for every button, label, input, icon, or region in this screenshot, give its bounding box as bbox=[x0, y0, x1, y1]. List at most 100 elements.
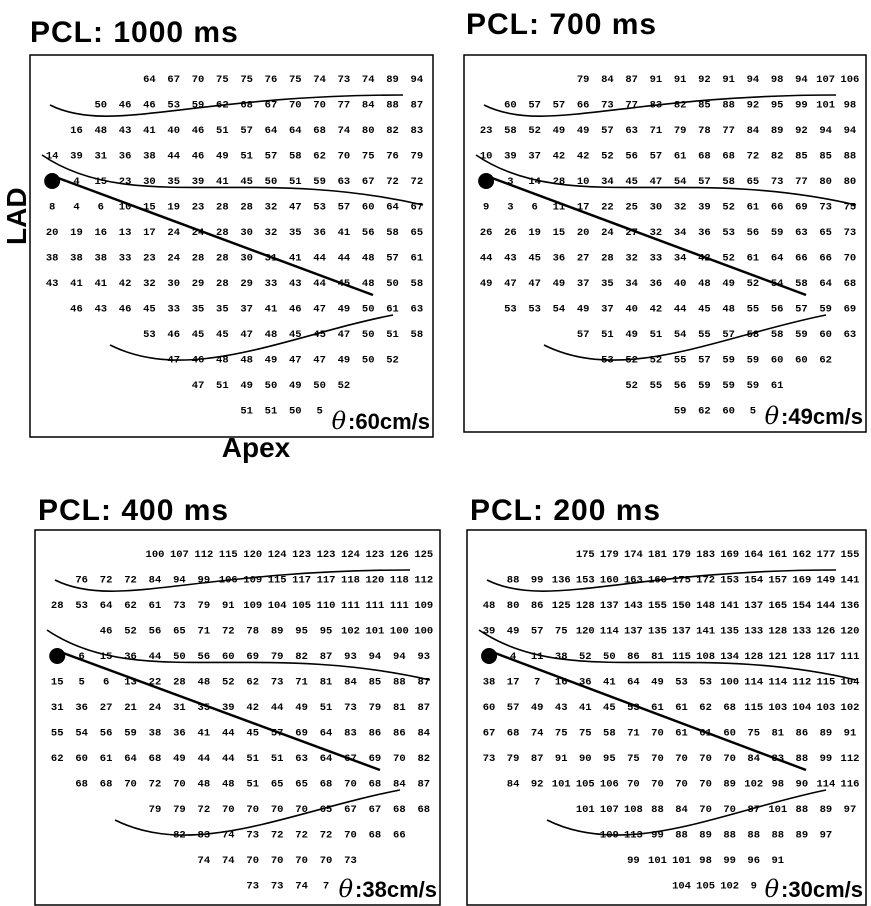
activation-time: 48 bbox=[362, 278, 375, 290]
activation-time: 49 bbox=[577, 125, 590, 137]
activation-time: 69 bbox=[295, 727, 308, 739]
activation-time: 105 bbox=[576, 778, 595, 790]
activation-time: 70 bbox=[192, 74, 205, 86]
activation-time: 83 bbox=[650, 99, 663, 111]
activation-time: 62 bbox=[699, 702, 712, 714]
activation-time: 104 bbox=[672, 880, 691, 892]
isochrone bbox=[41, 154, 424, 206]
activation-time: 64 bbox=[265, 125, 278, 137]
activation-time: 92 bbox=[531, 778, 544, 790]
activation-time: 46 bbox=[192, 150, 205, 162]
activation-time: 70 bbox=[246, 804, 259, 816]
activation-time: 51 bbox=[386, 329, 399, 341]
panel-title: PCL: 700 ms bbox=[466, 8, 657, 41]
activation-time: 123 bbox=[365, 549, 384, 561]
activation-time: 52 bbox=[338, 380, 351, 392]
activation-time: 72 bbox=[295, 829, 308, 841]
isochrone bbox=[114, 789, 401, 836]
activation-time: 62 bbox=[313, 150, 326, 162]
panel-frame bbox=[463, 54, 867, 433]
activation-time: 149 bbox=[816, 574, 835, 586]
activation-time: 41 bbox=[70, 278, 83, 290]
activation-time: 47 bbox=[313, 303, 326, 315]
activation-time: 28 bbox=[173, 676, 186, 688]
activation-time: 162 bbox=[792, 549, 811, 561]
activation-time: 70 bbox=[271, 804, 284, 816]
activation-time: 61 bbox=[747, 252, 760, 264]
activation-time: 153 bbox=[576, 574, 595, 586]
activation-time: 84 bbox=[747, 753, 760, 765]
activation-time: 53 bbox=[167, 99, 180, 111]
activation-time: 128 bbox=[792, 651, 811, 663]
activation-time: 57 bbox=[601, 125, 614, 137]
activation-time: 97 bbox=[820, 829, 833, 841]
activation-time: 64 bbox=[386, 201, 399, 213]
activation-time: 70 bbox=[699, 753, 712, 765]
activation-time: 70 bbox=[289, 99, 302, 111]
activation-time: 33 bbox=[167, 303, 180, 315]
activation-time: 100 bbox=[720, 676, 739, 688]
activation-time: 51 bbox=[601, 329, 614, 341]
activation-time: 117 bbox=[317, 574, 336, 586]
theta: θ bbox=[332, 407, 347, 435]
activation-time: 23 bbox=[143, 252, 156, 264]
activation-time: 50 bbox=[265, 176, 278, 188]
activation-time: 57 bbox=[338, 201, 351, 213]
activation-time: 43 bbox=[119, 125, 132, 137]
activation-time: 141 bbox=[696, 625, 715, 637]
activation-time: 17 bbox=[577, 201, 590, 213]
activation-time: 37 bbox=[601, 303, 614, 315]
axis-line bbox=[483, 173, 807, 297]
activation-time: 52 bbox=[579, 651, 592, 663]
activation-time: 44 bbox=[313, 252, 326, 264]
activation-time: 46 bbox=[167, 329, 180, 341]
activation-time: 53 bbox=[722, 227, 735, 239]
activation-time: 137 bbox=[624, 625, 643, 637]
activation-time: 44 bbox=[480, 252, 493, 264]
activation-time: 41 bbox=[265, 303, 278, 315]
axis-line bbox=[486, 648, 807, 772]
activation-time: 60 bbox=[75, 753, 88, 765]
activation-time: 84 bbox=[601, 74, 614, 86]
activation-time: 55 bbox=[747, 303, 760, 315]
activation-time: 27 bbox=[100, 702, 113, 714]
activation-time: 58 bbox=[747, 329, 760, 341]
activation-time: 57 bbox=[698, 354, 711, 366]
activation-time: 95 bbox=[320, 625, 333, 637]
activation-time: 57 bbox=[722, 329, 735, 341]
activation-time: 60 bbox=[222, 651, 235, 663]
activation-time: 135 bbox=[648, 625, 667, 637]
activation-time: 70 bbox=[320, 855, 333, 867]
activation-time: 85 bbox=[698, 99, 711, 111]
activation-time: 30 bbox=[240, 227, 253, 239]
activation-time: 89 bbox=[820, 727, 833, 739]
activation-time: 101 bbox=[672, 855, 691, 867]
isochrone bbox=[483, 94, 837, 117]
activation-time: 87 bbox=[531, 753, 544, 765]
activation-time: 112 bbox=[194, 549, 213, 561]
activation-time: 111 bbox=[365, 600, 384, 612]
activation-time: 99 bbox=[820, 753, 833, 765]
activation-time: 87 bbox=[417, 778, 430, 790]
panel-title: PCL: 1000 ms bbox=[30, 16, 239, 49]
activation-time: 28 bbox=[192, 252, 205, 264]
activation-time: 82 bbox=[674, 99, 687, 111]
activation-time: 38 bbox=[70, 252, 83, 264]
activation-time: 105 bbox=[696, 880, 715, 892]
activation-time: 32 bbox=[143, 278, 156, 290]
activation-time: 55 bbox=[51, 727, 64, 739]
activation-time: 13 bbox=[124, 676, 137, 688]
bottom-label: Apex bbox=[222, 432, 291, 463]
activation-time: 112 bbox=[414, 574, 433, 586]
activation-time: 75 bbox=[240, 74, 253, 86]
activation-time: 87 bbox=[747, 804, 760, 816]
activation-time: 50 bbox=[362, 354, 375, 366]
activation-time: 111 bbox=[341, 600, 360, 612]
activation-time: 45 bbox=[313, 329, 326, 341]
activation-time: 67 bbox=[483, 727, 496, 739]
activation-time: 3 bbox=[507, 176, 513, 188]
activation-time: 51 bbox=[289, 176, 302, 188]
activation-time: 45 bbox=[338, 278, 351, 290]
activation-time: 87 bbox=[417, 676, 430, 688]
activation-time: 54 bbox=[75, 727, 88, 739]
